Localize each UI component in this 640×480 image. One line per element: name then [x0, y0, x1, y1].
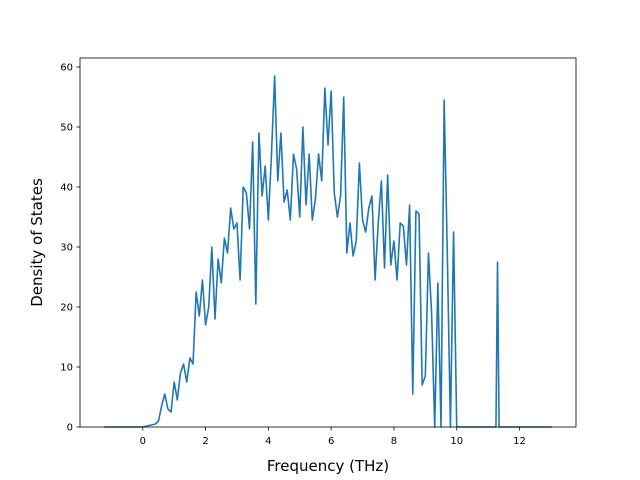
- y-axis-label: Density of States: [28, 178, 46, 307]
- axes-frame: [79, 57, 577, 428]
- ticks-layer: 0 2 4 6 8 10 12 0 10 20 30 40 50 60: [60, 63, 526, 448]
- y-tick-label: 50: [60, 123, 73, 134]
- x-tick-label: 8: [391, 436, 397, 447]
- x-tick-label: 4: [265, 436, 271, 447]
- x-tick-label: 10: [450, 436, 463, 447]
- x-tick-label: 2: [202, 436, 208, 447]
- x-tick-label: 12: [513, 436, 526, 447]
- y-tick-label: 60: [60, 63, 73, 74]
- y-tick-label: 20: [60, 303, 73, 314]
- y-tick-label: 40: [60, 183, 73, 194]
- dos-series-line: [104, 75, 552, 428]
- plot-area: [80, 58, 576, 427]
- x-tick-label: 0: [140, 436, 146, 447]
- y-tick-label: 30: [60, 243, 73, 254]
- x-axis-label: Frequency (THz): [267, 457, 389, 475]
- x-tick-label: 6: [328, 436, 334, 447]
- line-layer: [104, 75, 552, 428]
- y-tick-label: 10: [60, 363, 73, 374]
- y-tick-label: 0: [67, 423, 73, 434]
